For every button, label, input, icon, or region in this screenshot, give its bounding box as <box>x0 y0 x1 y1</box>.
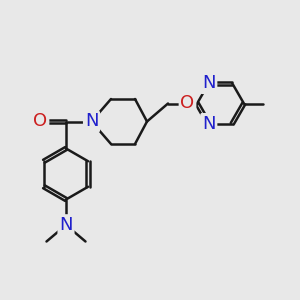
Text: O: O <box>180 94 195 112</box>
Text: N: N <box>202 74 216 92</box>
Text: N: N <box>85 112 98 130</box>
Text: O: O <box>33 112 48 130</box>
Text: N: N <box>202 115 216 133</box>
Text: N: N <box>59 216 73 234</box>
